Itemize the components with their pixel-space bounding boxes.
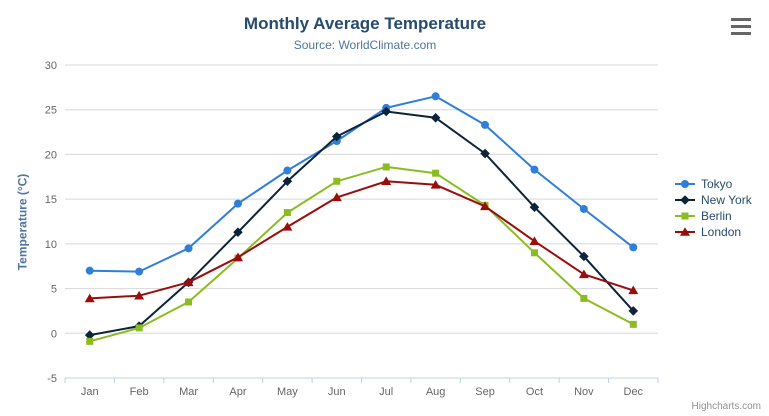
menu-bar bbox=[731, 32, 751, 35]
data-point-tokyo[interactable] bbox=[233, 199, 242, 208]
data-point-new-york[interactable] bbox=[381, 106, 392, 117]
data-point-london[interactable] bbox=[480, 201, 491, 211]
data-point-tokyo[interactable] bbox=[135, 267, 144, 276]
x-tick-label: Apr bbox=[229, 386, 246, 398]
data-point-london[interactable] bbox=[628, 285, 639, 295]
x-tick-label: Jul bbox=[379, 386, 393, 398]
legend-item-new-york[interactable]: New York bbox=[674, 192, 752, 207]
series-line-tokyo[interactable] bbox=[88, 95, 635, 273]
data-point-berlin[interactable] bbox=[432, 169, 440, 177]
x-tick-label: Nov bbox=[574, 386, 594, 398]
data-point-berlin[interactable] bbox=[135, 324, 143, 332]
y-tick-label: 0 bbox=[51, 328, 57, 340]
data-point-tokyo[interactable] bbox=[481, 120, 490, 129]
series-line-new-york[interactable] bbox=[88, 110, 635, 337]
series-tokyo bbox=[85, 92, 638, 276]
y-tick-label: 20 bbox=[45, 149, 57, 161]
data-point-new-york[interactable] bbox=[529, 202, 540, 212]
data-point-berlin[interactable] bbox=[283, 209, 291, 217]
data-point-new-york[interactable] bbox=[233, 227, 243, 238]
diamond-marker-icon bbox=[675, 194, 695, 205]
series-london bbox=[84, 176, 639, 303]
data-point-london[interactable] bbox=[84, 293, 95, 303]
y-tick-label: 30 bbox=[45, 60, 57, 72]
data-point-new-york[interactable] bbox=[282, 176, 293, 187]
y-tick-label: -5 bbox=[47, 373, 57, 385]
circle-marker-icon bbox=[675, 179, 695, 188]
legend-item-berlin[interactable]: Berlin bbox=[674, 208, 752, 223]
data-point-berlin[interactable] bbox=[530, 249, 538, 257]
legend-label: New York bbox=[701, 192, 752, 207]
data-point-new-york[interactable] bbox=[84, 330, 95, 340]
series-line-berlin[interactable] bbox=[88, 165, 635, 343]
data-point-london[interactable] bbox=[430, 180, 441, 189]
x-tick-label: May bbox=[277, 386, 298, 398]
data-point-london[interactable] bbox=[331, 192, 342, 202]
data-point-tokyo[interactable] bbox=[85, 266, 94, 275]
data-point-new-york[interactable] bbox=[628, 306, 639, 316]
legend-marker-london[interactable] bbox=[680, 226, 690, 236]
data-point-berlin[interactable] bbox=[629, 320, 637, 328]
data-point-new-york[interactable] bbox=[579, 251, 589, 262]
y-tick-label: 25 bbox=[45, 105, 57, 117]
data-point-london[interactable] bbox=[529, 236, 540, 245]
data-point-london[interactable] bbox=[381, 176, 392, 186]
y-tick-label: 15 bbox=[45, 194, 57, 206]
data-point-tokyo[interactable] bbox=[283, 166, 292, 175]
hamburger-menu-icon[interactable] bbox=[729, 16, 753, 38]
x-tick-label: Mar bbox=[179, 386, 198, 398]
y-tick-label: 5 bbox=[51, 284, 57, 296]
data-point-new-york[interactable] bbox=[331, 131, 342, 142]
data-point-tokyo[interactable] bbox=[629, 243, 638, 252]
legend-label: Tokyo bbox=[701, 176, 733, 191]
menu-bar bbox=[731, 18, 751, 21]
x-tick-label: Jun bbox=[328, 386, 346, 398]
legend-item-tokyo[interactable]: Tokyo bbox=[674, 176, 752, 191]
menu-bar bbox=[731, 25, 751, 28]
triangle-marker-icon bbox=[675, 226, 695, 236]
x-tick-label: Dec bbox=[624, 386, 644, 398]
data-point-berlin[interactable] bbox=[86, 337, 94, 345]
data-point-tokyo[interactable] bbox=[579, 204, 588, 213]
data-point-london[interactable] bbox=[183, 277, 194, 287]
legend-marker-tokyo[interactable] bbox=[681, 179, 689, 188]
data-point-berlin[interactable] bbox=[185, 298, 193, 306]
data-point-tokyo[interactable] bbox=[184, 244, 193, 253]
data-point-london[interactable] bbox=[282, 222, 293, 231]
x-tick-label: Jan bbox=[81, 386, 99, 398]
chart-title: Monthly Average Temperature bbox=[243, 14, 487, 33]
credits-link[interactable]: Highcharts.com bbox=[691, 401, 761, 412]
data-point-new-york[interactable] bbox=[430, 112, 441, 123]
chart-subtitle: Source: WorldClimate.com bbox=[293, 38, 437, 52]
legend-label: Berlin bbox=[701, 208, 732, 223]
x-tick-label: Sep bbox=[475, 386, 495, 398]
series-new-york bbox=[84, 106, 639, 340]
series-line-london[interactable] bbox=[88, 180, 635, 300]
data-point-tokyo[interactable] bbox=[530, 165, 539, 174]
data-point-berlin[interactable] bbox=[580, 294, 588, 302]
legend: Tokyo New York Berlin London bbox=[674, 177, 752, 241]
data-point-new-york[interactable] bbox=[480, 148, 490, 159]
data-point-tokyo[interactable] bbox=[431, 92, 440, 101]
square-marker-icon bbox=[675, 212, 695, 219]
data-point-london[interactable] bbox=[134, 290, 145, 300]
x-tick-label: Feb bbox=[130, 386, 149, 398]
legend-item-london[interactable]: London bbox=[674, 224, 752, 239]
legend-marker-new-york[interactable] bbox=[680, 194, 690, 205]
legend-marker-berlin[interactable] bbox=[681, 212, 689, 219]
data-point-berlin[interactable] bbox=[333, 177, 341, 185]
y-tick-label: 10 bbox=[45, 239, 57, 251]
legend-label: London bbox=[701, 224, 742, 239]
x-tick-label: Oct bbox=[526, 386, 543, 398]
x-tick-label: Aug bbox=[426, 386, 446, 398]
data-point-berlin[interactable] bbox=[382, 163, 390, 171]
data-point-london[interactable] bbox=[578, 269, 589, 279]
data-point-london[interactable] bbox=[232, 252, 243, 262]
